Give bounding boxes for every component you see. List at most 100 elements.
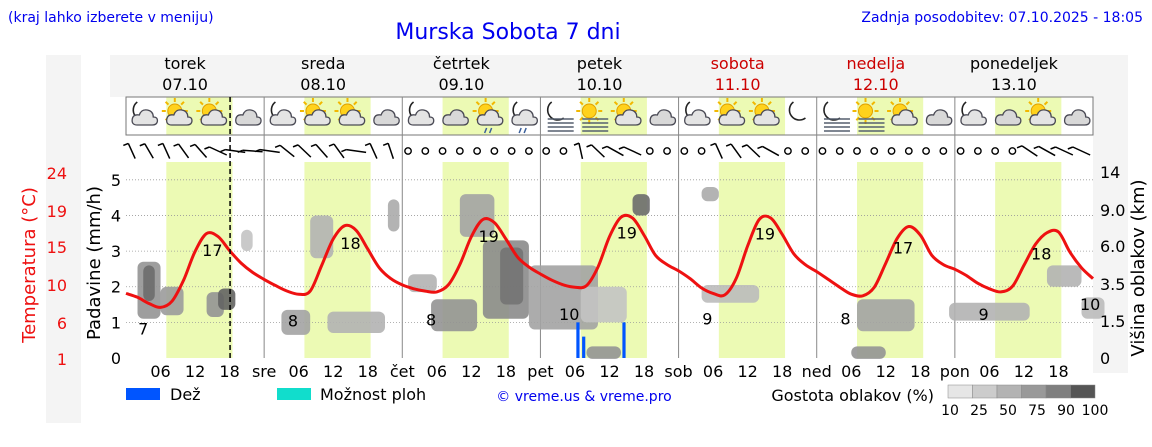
moon-cloud-icon — [131, 101, 159, 126]
cloud-shape — [614, 109, 642, 126]
cloud-cell — [632, 194, 650, 216]
moon-shape — [823, 101, 841, 121]
wind-barb-tick — [292, 144, 299, 148]
sun-cloud-icon — [1025, 98, 1057, 126]
temperature-tick: 15 — [47, 238, 67, 257]
wind-barb — [297, 144, 312, 158]
density-swatch — [1021, 384, 1047, 399]
moon-cloud-icon — [960, 101, 987, 126]
cloud-height-axis-title: Višina oblakov (km) — [1128, 179, 1149, 356]
precip-tick: 0 — [111, 349, 121, 368]
cloud-shape — [442, 109, 469, 126]
temperature-tick: 24 — [47, 164, 67, 183]
rain-drop — [523, 127, 527, 134]
day-name: nedelja — [846, 54, 905, 73]
copyright-link[interactable]: © vreme.us & vreme.pro — [496, 389, 671, 405]
density-step-label: 25 — [970, 403, 988, 419]
day-gridlines — [263, 97, 956, 358]
location-hint[interactable]: (kraj lahko izberete v meniju) — [8, 10, 214, 26]
cloud-cell — [387, 199, 400, 232]
sun-cloud-icon — [748, 98, 780, 126]
wind-barb-tick — [254, 148, 261, 153]
wind-calm — [559, 147, 568, 155]
sun-ray — [594, 101, 600, 106]
cloud-cell — [1046, 265, 1082, 287]
temperature-tick: 6 — [57, 314, 67, 333]
storm-legend-swatch — [277, 388, 311, 400]
hour-tick-label: 06 — [288, 362, 308, 381]
cloud-cell — [500, 247, 524, 305]
wind-barb-tick — [1050, 146, 1056, 150]
wind-barb — [1072, 146, 1091, 156]
wind-barb — [762, 145, 780, 157]
temperature-label: 10 — [559, 305, 579, 324]
wind-calm — [490, 147, 499, 155]
wind-barb — [209, 146, 228, 156]
wind-barb — [387, 143, 395, 159]
wind-calm — [991, 147, 1000, 155]
sun-ray — [1028, 101, 1033, 106]
cloud-shape — [476, 109, 504, 126]
wind-barb — [346, 148, 367, 154]
day-tick-label: pon — [940, 362, 970, 381]
day-tick-label: sob — [664, 362, 692, 381]
moon-cloud-icon — [684, 101, 711, 126]
sun-cloud-icon — [161, 98, 193, 126]
precipitation-bar — [576, 322, 580, 358]
sun-ray — [180, 101, 185, 106]
wind-calm — [922, 147, 930, 155]
temperature-label: 7 — [138, 319, 148, 338]
wind-barb-tick — [1033, 145, 1040, 150]
temperature-label: 8 — [840, 310, 850, 329]
hour-tick-label: 18 — [910, 362, 930, 381]
cloud-cell — [580, 286, 627, 323]
temperature-labels: 7 17 8 18 8 19 10 19 9 19 8 17 9 18 10 — [138, 224, 1100, 339]
cloud-height-tick: 6.0 — [1100, 237, 1125, 256]
sun-ray — [1043, 101, 1049, 106]
hour-tick-label: 12 — [1014, 362, 1034, 381]
sun-ray — [733, 101, 738, 106]
temperature-label: 19 — [617, 224, 637, 243]
cloud-cell — [857, 299, 915, 332]
precip-tick: 4 — [111, 206, 121, 225]
wind-calm — [542, 147, 551, 155]
sun-ray — [871, 101, 876, 106]
day-date: 12.10 — [853, 75, 899, 94]
moon-cloud-icon — [407, 101, 435, 126]
wind-calm — [956, 147, 965, 155]
wind-barb-tick — [710, 142, 716, 147]
cloud-density-legend-label: Gostota oblakov (%) — [771, 386, 934, 405]
precip-tick: 3 — [111, 242, 121, 261]
sun-ray — [164, 101, 170, 106]
sun-cloud-icon — [887, 98, 918, 126]
wind-barb — [578, 142, 584, 160]
moon-icon — [788, 101, 806, 121]
wind-barb — [162, 143, 171, 159]
density-step-label: 90 — [1057, 403, 1075, 419]
day-name: ponedeljek — [970, 54, 1059, 73]
hour-tick-label: 18 — [496, 362, 516, 381]
wind-barb — [714, 143, 723, 159]
day-name: torek — [164, 54, 206, 73]
sun-fog-icon — [852, 98, 885, 132]
temperature-label: 17 — [202, 241, 222, 260]
temperature-line — [125, 213, 1095, 309]
sun-cloud-icon — [299, 98, 331, 126]
page-title: Murska Sobota 7 dni — [395, 20, 620, 45]
moon-shape — [546, 101, 565, 121]
wind-barb-tick — [1016, 145, 1023, 149]
moon-fog-icon — [546, 101, 574, 132]
cloud-height-tick: 3.5 — [1100, 275, 1125, 294]
wind-barb — [144, 143, 154, 159]
hour-tick-label: 06 — [979, 362, 999, 381]
cloud-shape — [960, 109, 987, 126]
temperature-label: 18 — [1031, 245, 1051, 264]
right-margin-panel — [1093, 97, 1128, 373]
day-date: 09.10 — [438, 75, 484, 94]
wind-barb-tick — [157, 142, 164, 147]
sun-ray — [717, 101, 722, 106]
sun-cloud-rain-icon — [472, 98, 504, 134]
wind-calm — [680, 147, 689, 155]
wind-barb — [279, 144, 295, 158]
